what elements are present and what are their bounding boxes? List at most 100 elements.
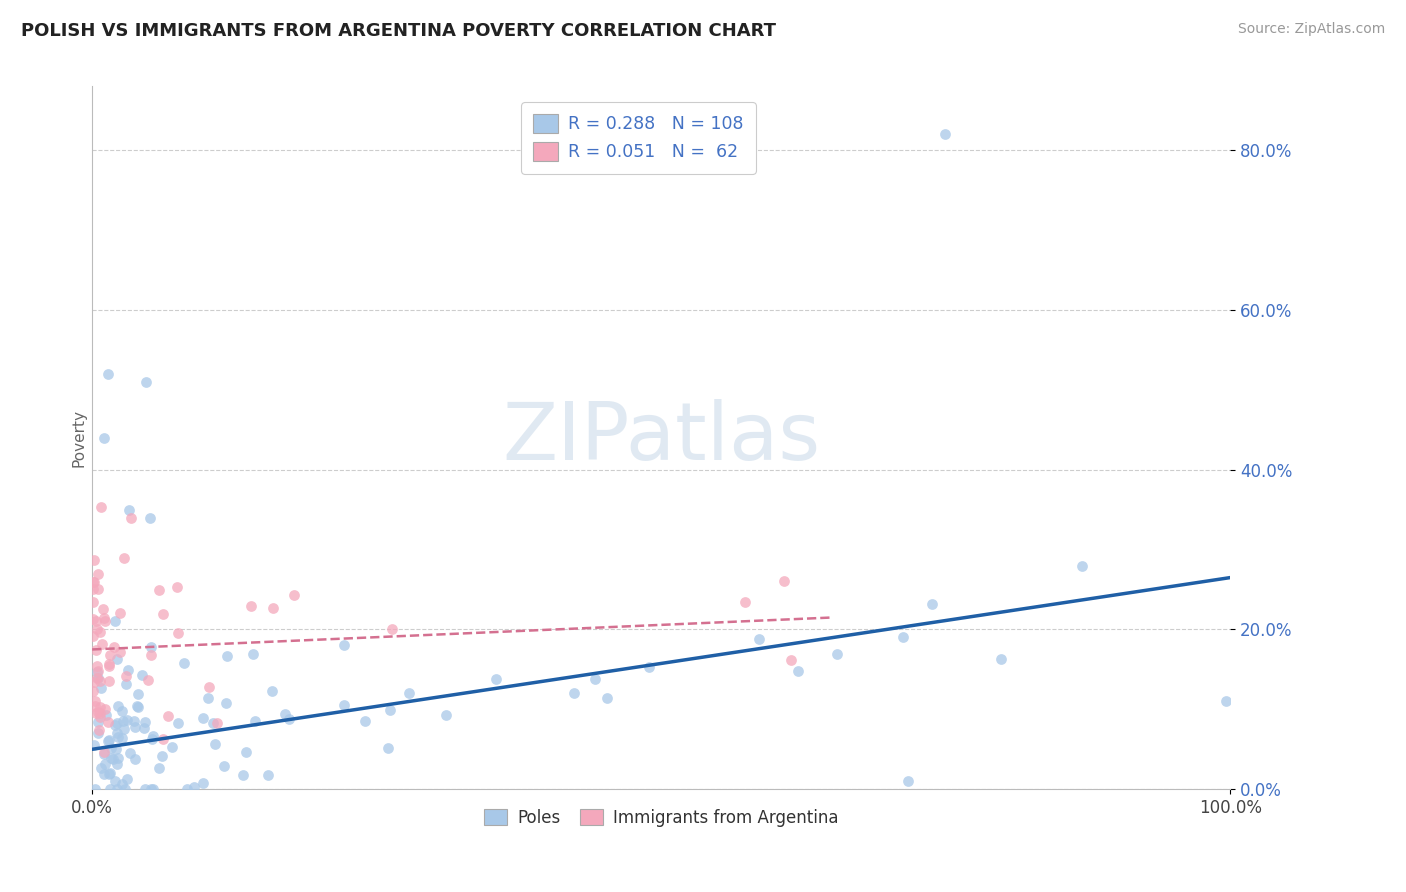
- Point: [262, 601, 284, 615]
- Point: [398, 686, 420, 700]
- Point: [107, 782, 129, 797]
- Point: [274, 706, 297, 721]
- Point: [108, 645, 131, 659]
- Point: [354, 714, 377, 728]
- Point: [1070, 559, 1092, 574]
- Point: [98, 658, 121, 673]
- Point: [215, 648, 238, 663]
- Point: [101, 752, 124, 766]
- Point: [97, 733, 120, 747]
- Point: [82, 574, 104, 589]
- Point: [378, 703, 401, 717]
- Point: [120, 746, 142, 760]
- Point: [115, 669, 138, 683]
- Point: [89, 674, 111, 689]
- Point: [108, 606, 131, 620]
- Point: [333, 698, 356, 712]
- Point: [921, 597, 943, 611]
- Point: [278, 712, 301, 726]
- Point: [84, 699, 107, 714]
- Point: [87, 582, 110, 596]
- Point: [157, 709, 180, 723]
- Point: [773, 574, 796, 588]
- Point: [198, 680, 221, 694]
- Point: [82, 595, 104, 609]
- Point: [232, 768, 254, 782]
- Point: [87, 672, 110, 686]
- Point: [114, 676, 136, 690]
- Point: [104, 774, 127, 789]
- Point: [734, 595, 756, 609]
- Point: [98, 766, 121, 780]
- Point: [205, 716, 228, 731]
- Point: [150, 749, 173, 764]
- Point: [239, 599, 262, 613]
- Point: [89, 624, 111, 639]
- Point: [114, 782, 136, 797]
- Point: [139, 782, 162, 797]
- Point: [90, 500, 112, 515]
- Point: [98, 657, 121, 671]
- Point: [112, 722, 135, 736]
- Point: [212, 758, 235, 772]
- Point: [139, 640, 162, 654]
- Point: [891, 631, 914, 645]
- Point: [167, 715, 190, 730]
- Point: [596, 690, 619, 705]
- Point: [122, 714, 145, 728]
- Point: [94, 615, 117, 629]
- Point: [564, 686, 586, 700]
- Point: [84, 706, 107, 720]
- Point: [105, 756, 128, 771]
- Point: [127, 687, 149, 701]
- Point: [107, 699, 129, 714]
- Point: [105, 652, 128, 666]
- Point: [242, 648, 264, 662]
- Point: [148, 761, 170, 775]
- Point: [89, 723, 111, 738]
- Point: [107, 715, 129, 730]
- Point: [377, 740, 399, 755]
- Point: [100, 751, 122, 765]
- Point: [112, 714, 135, 728]
- Point: [990, 652, 1012, 666]
- Point: [434, 707, 457, 722]
- Point: [197, 691, 219, 706]
- Point: [135, 375, 157, 389]
- Point: [125, 699, 148, 714]
- Point: [82, 629, 104, 643]
- Point: [87, 706, 110, 720]
- Point: [100, 740, 122, 755]
- Point: [111, 704, 134, 718]
- Point: [111, 777, 134, 791]
- Point: [83, 553, 105, 567]
- Point: [93, 767, 115, 781]
- Point: [83, 694, 105, 708]
- Point: [148, 582, 170, 597]
- Point: [103, 640, 125, 654]
- Point: [90, 681, 112, 696]
- Point: [104, 718, 127, 732]
- Point: [111, 731, 134, 746]
- Point: [93, 611, 115, 625]
- Point: [83, 738, 105, 752]
- Point: [82, 612, 104, 626]
- Point: [117, 663, 139, 677]
- Point: [93, 747, 115, 762]
- Point: [84, 614, 107, 628]
- Point: [94, 757, 117, 772]
- Point: [98, 766, 121, 780]
- Point: [97, 714, 120, 729]
- Point: [104, 742, 127, 756]
- Point: [215, 696, 238, 710]
- Point: [166, 581, 188, 595]
- Point: [152, 607, 174, 622]
- Y-axis label: Poverty: Poverty: [72, 409, 87, 467]
- Point: [90, 761, 112, 775]
- Point: [87, 726, 110, 740]
- Point: [748, 632, 770, 647]
- Point: [120, 510, 142, 524]
- Point: [87, 665, 110, 679]
- Point: [283, 588, 305, 602]
- Point: [115, 713, 138, 727]
